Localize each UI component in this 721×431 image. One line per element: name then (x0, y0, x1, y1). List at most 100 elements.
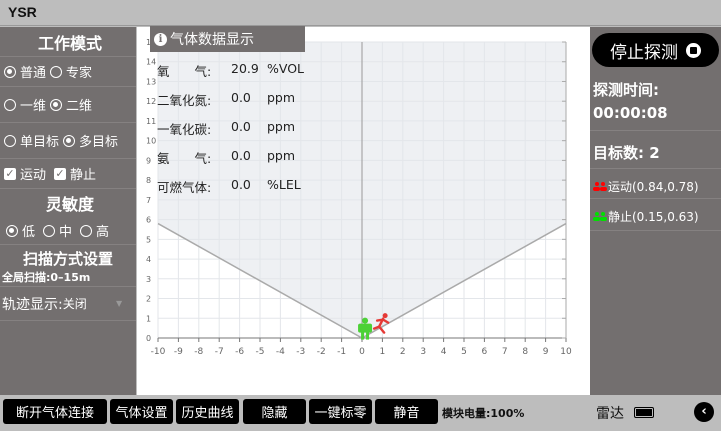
label: 单目标 (20, 135, 60, 150)
people-icon (593, 182, 607, 191)
radio-icon (50, 65, 63, 78)
gas-panel-title: 气体数据显示 (170, 32, 254, 48)
x-tick-label: -3 (296, 347, 305, 357)
y-tick-label: 7 (146, 196, 151, 205)
gas-row: 一氧化碳: 0.0 ppm (157, 119, 307, 137)
label: 专家 (66, 66, 93, 81)
gas-value: 0.0 (231, 148, 251, 163)
label: 静止 (70, 168, 97, 183)
people-icon (593, 212, 607, 221)
back-icon[interactable]: ‹ (694, 402, 714, 422)
gas-row: 氨 气: 0.0 ppm (157, 148, 307, 166)
radar-chart: -10 -9 -8 -7 -6 -5 -4 -3 -2 -1 0 1 2 3 4 5 6 7 8 9 10 0 1 2 3 4 5 6… (137, 27, 588, 395)
y-tick-label: 14 (146, 58, 156, 67)
radio-icon (4, 134, 16, 147)
radio-icon (4, 65, 16, 78)
dim-1d-radio[interactable]: 一维 (4, 95, 46, 114)
label: 高 (96, 225, 110, 240)
gas-name: 可燃气体: (157, 180, 212, 195)
static-target-info: 静止(0.15,0.63) (590, 199, 721, 231)
mode-normal-radio[interactable]: 普通 (4, 62, 46, 81)
gas-unit: %LEL (267, 177, 301, 192)
gas-settings-button[interactable]: 气体设置 (110, 399, 173, 424)
x-tick-label: 4 (441, 347, 447, 357)
x-tick-label: -7 (215, 347, 224, 357)
hide-button[interactable]: 隐藏 (243, 399, 306, 424)
x-tick-label: 6 (482, 347, 488, 357)
y-tick-label: 1 (146, 314, 151, 323)
y-tick-label: 4 (146, 255, 151, 264)
gas-name: 氧 气: (157, 64, 212, 79)
gas-unit: %VOL (267, 61, 305, 76)
sensitivity-low-radio[interactable]: 低 (6, 221, 35, 240)
x-tick-label: -1 (337, 347, 346, 357)
disconnect-gas-button[interactable]: 断开气体连接 (3, 399, 107, 424)
x-tick-label: 10 (560, 347, 572, 357)
gas-name: 二氧化氮: (157, 93, 212, 108)
sensitivity-group: 低 中 高 (0, 217, 136, 245)
x-tick-label: -8 (194, 347, 203, 357)
radio-icon (4, 98, 16, 111)
gas-unit: ppm (267, 148, 296, 163)
radar-label: 雷达 (596, 406, 624, 422)
filter-group: ✓ 运动 ✓ 静止 (0, 159, 136, 189)
moving-target-marker (372, 313, 390, 334)
stop-detect-button[interactable]: 停止探测 (592, 33, 719, 67)
work-mode-title: 工作模式 (0, 27, 136, 57)
radio-icon (43, 224, 56, 237)
zero-calibrate-button[interactable]: 一键标零 (309, 399, 372, 424)
x-tick-label: -2 (317, 347, 326, 357)
info-icon: i (154, 32, 167, 46)
gas-name: 一氧化碳: (157, 122, 212, 137)
static-checkbox[interactable]: ✓ 静止 (54, 164, 96, 183)
label: 运动 (20, 168, 47, 183)
track-dropdown[interactable]: 轨迹显示: 关闭 ▼ (0, 287, 136, 321)
x-tick-label: 7 (502, 347, 508, 357)
track-value: 关闭 (62, 297, 87, 311)
static-target-text: 静止(0.15,0.63) (608, 210, 699, 224)
gas-value: 0.0 (231, 119, 251, 134)
scan-value: 全局扫描:0–15m (2, 271, 91, 284)
gas-row: 二氧化氮: 0.0 ppm (157, 90, 307, 108)
label: 普通 (20, 66, 47, 81)
x-tick-label: 3 (420, 347, 426, 357)
moving-target-text: 运动(0.84,0.78) (608, 180, 699, 194)
mode-expert-radio[interactable]: 专家 (50, 62, 92, 81)
history-curve-button[interactable]: 历史曲线 (176, 399, 239, 424)
moving-checkbox[interactable]: ✓ 运动 (4, 164, 46, 183)
x-tick-label: -4 (276, 347, 285, 357)
dim-group: 一维 二维 (0, 87, 136, 123)
x-tick-label: 8 (522, 347, 528, 357)
radio-icon (50, 98, 63, 111)
gas-value: 0.0 (231, 90, 251, 105)
time-value: 00:00:08 (593, 104, 668, 122)
left-panel: 工作模式 普通 专家 一维 二维 单目标 多目标 ✓ 运动 ✓ 静止 灵敏度 低 中… (0, 27, 136, 395)
target-count: 目标数: 2 (590, 131, 721, 169)
single-target-radio[interactable]: 单目标 (4, 131, 59, 150)
label: 多目标 (79, 135, 119, 150)
app-title: YSR (8, 4, 37, 20)
time-label: 探测时间: (593, 81, 659, 99)
x-tick-label: -5 (256, 347, 265, 357)
mute-button[interactable]: 静音 (375, 399, 438, 424)
y-tick-label: 9 (146, 156, 151, 165)
scan-section: 扫描方式设置 全局扫描:0–15m (0, 245, 136, 287)
track-label: 轨迹显示: (2, 296, 63, 313)
x-tick-label: -10 (151, 347, 166, 357)
y-tick-label: 6 (146, 216, 151, 225)
y-tick-label: 12 (146, 97, 156, 106)
x-tick-label: 1 (380, 347, 386, 357)
dim-2d-radio[interactable]: 二维 (50, 95, 92, 114)
gas-unit: ppm (267, 119, 296, 134)
y-tick-label: 11 (146, 117, 156, 126)
gas-row: 可燃气体: 0.0 %LEL (157, 177, 307, 195)
gas-value: 0.0 (231, 177, 251, 192)
y-tick-label: 13 (146, 77, 156, 86)
multi-target-radio[interactable]: 多目标 (63, 131, 118, 150)
target-group: 单目标 多目标 (0, 123, 136, 159)
x-tick-label: 5 (461, 347, 467, 357)
sensitivity-mid-radio[interactable]: 中 (43, 221, 72, 240)
mode-group: 普通 专家 (0, 57, 136, 87)
dropdown-arrow-icon: ▼ (116, 299, 123, 308)
sensitivity-high-radio[interactable]: 高 (80, 221, 109, 240)
